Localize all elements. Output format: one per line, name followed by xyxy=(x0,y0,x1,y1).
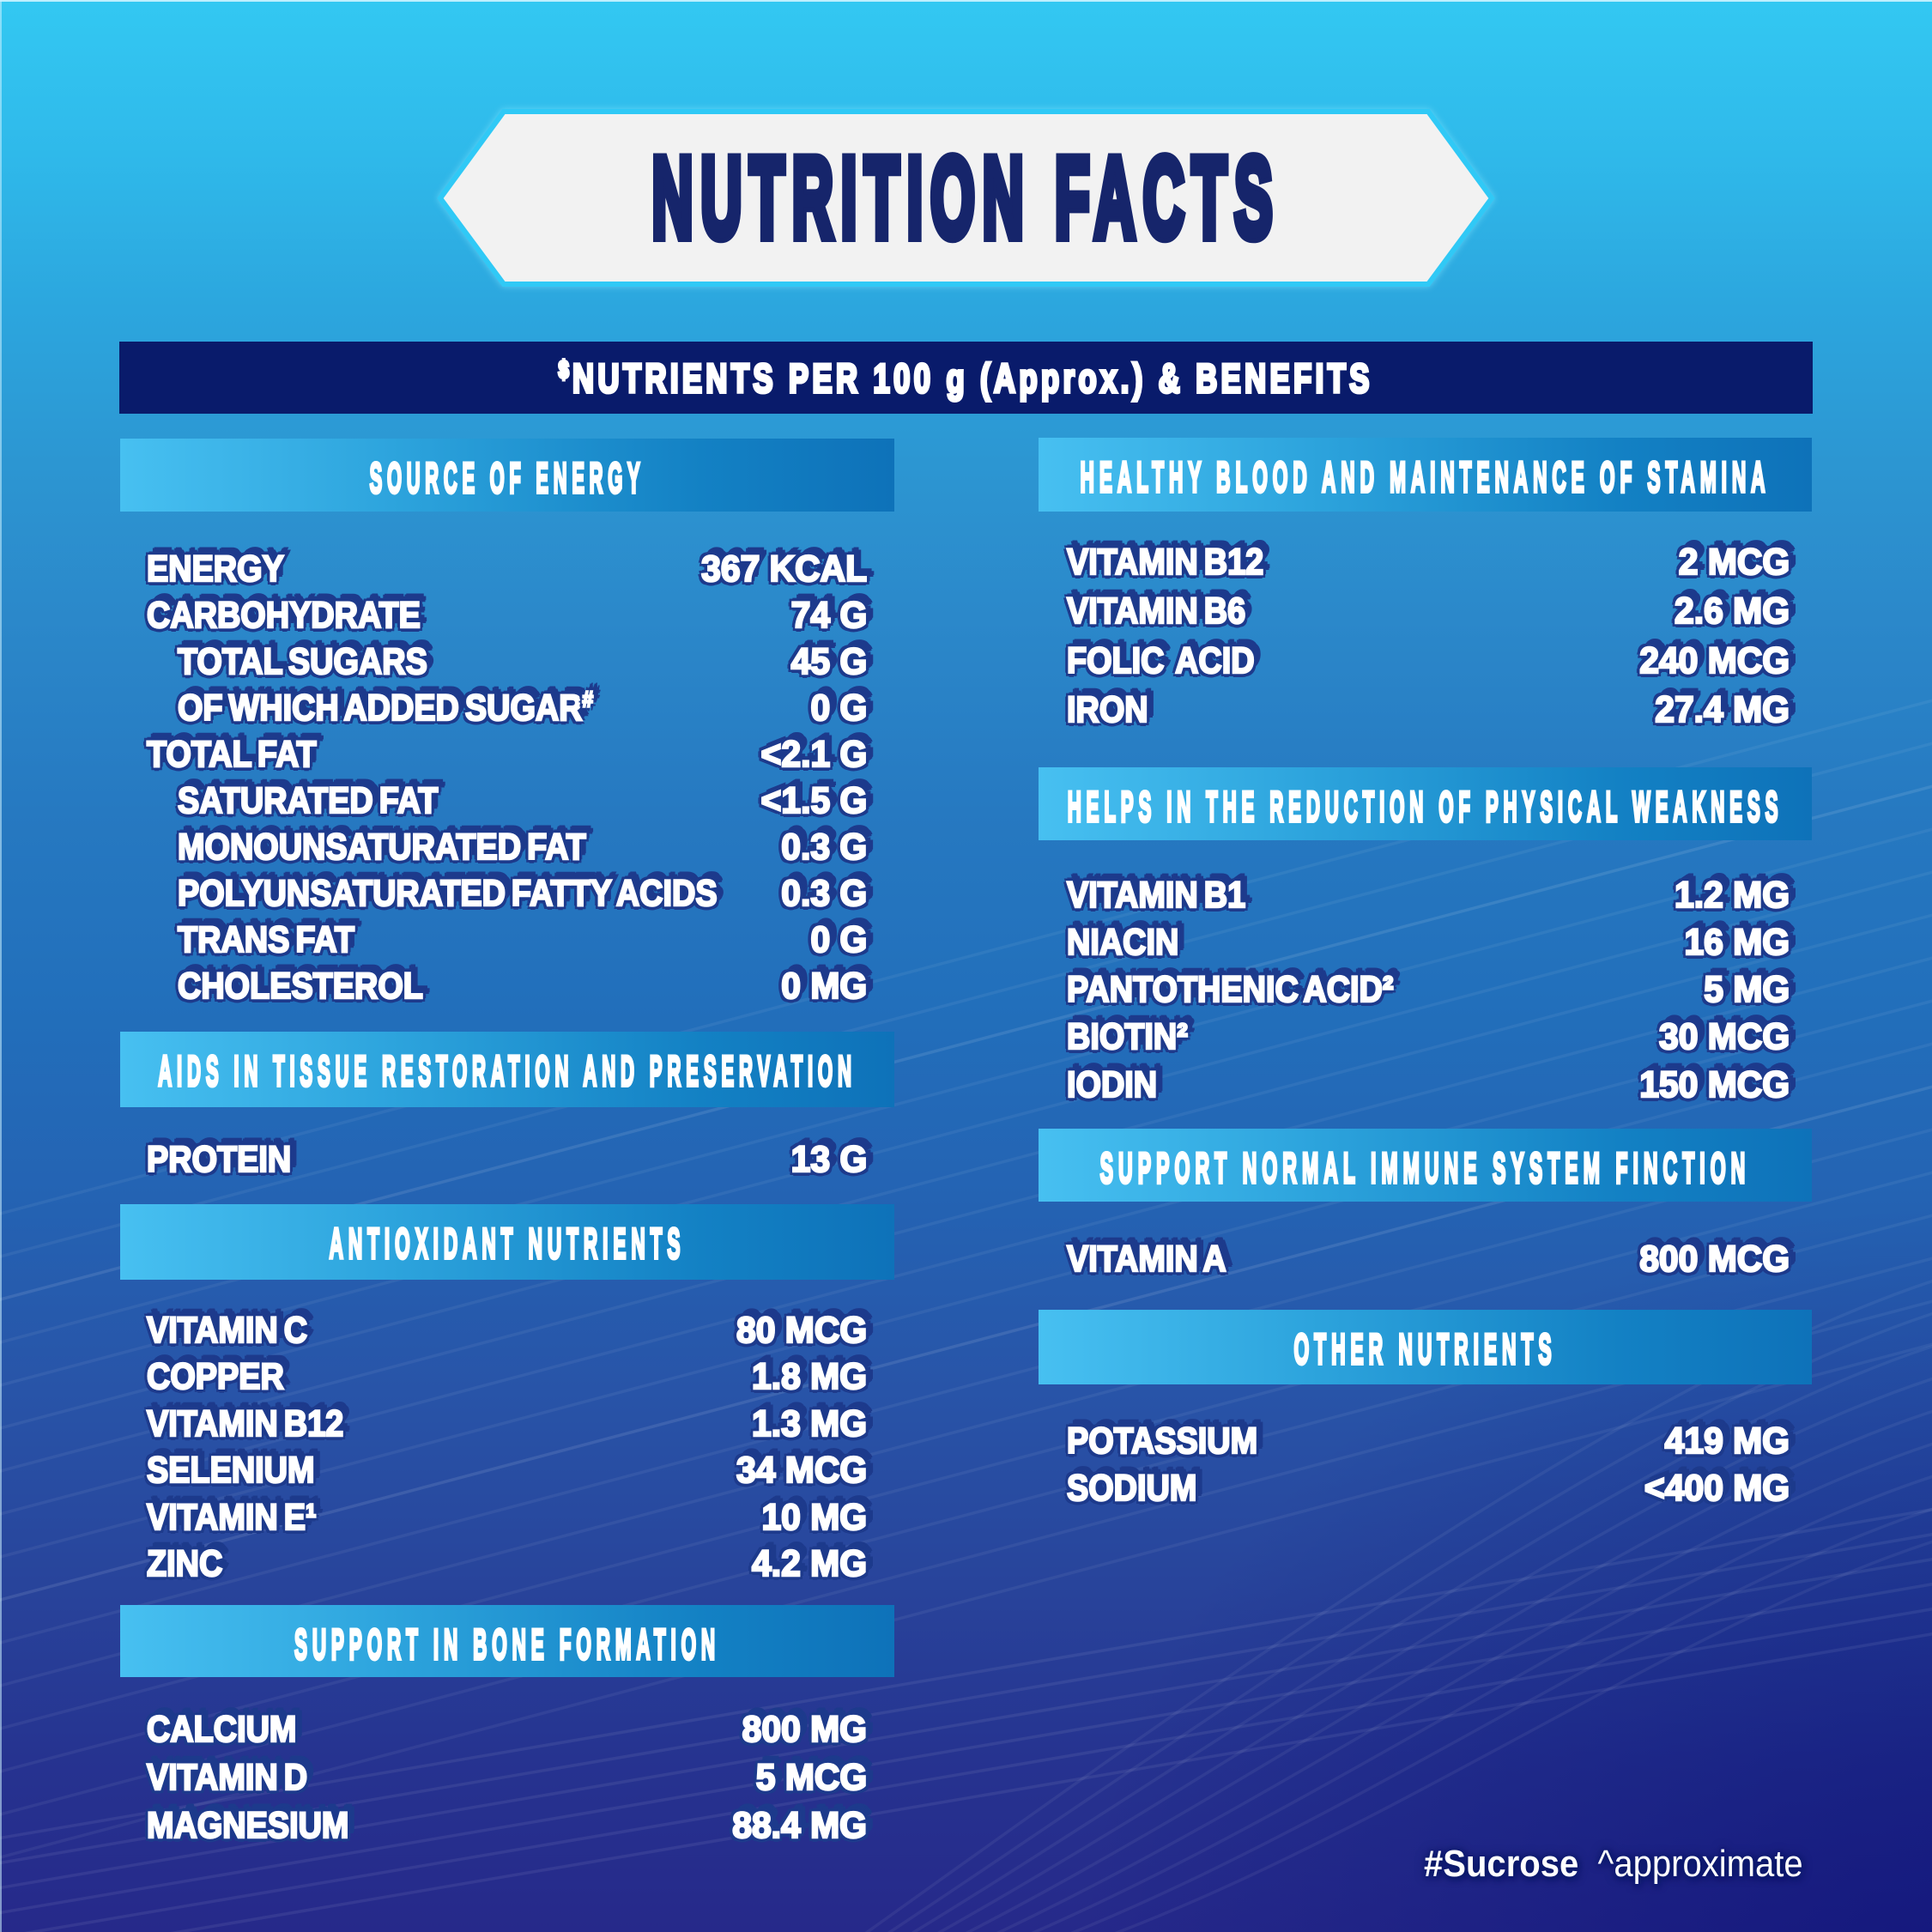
svg-text:NUTRITION FACTS: NUTRITION FACTS xyxy=(652,135,1281,262)
svg-text:SUPPORT IN BONE FORMATION: SUPPORT IN BONE FORMATION xyxy=(294,1621,720,1669)
svg-text:SOURCE OF ENERGY: SOURCE OF ENERGY xyxy=(370,455,645,503)
svg-text:SUPPORT NORMAL IMMUNE SYSTEM F: SUPPORT NORMAL IMMUNE SYSTEM FINCTION xyxy=(1100,1145,1751,1192)
svg-text:HEALTHY BLOOD AND MAINTENANCE: HEALTHY BLOOD AND MAINTENANCE OF STAMINA xyxy=(1081,454,1771,501)
svg-text:HELPS IN THE REDUCTION OF PHYS: HELPS IN THE REDUCTION OF PHYSICAL WEAKN… xyxy=(1068,784,1784,832)
svg-text:ANTIOXIDANT NUTRIENTS: ANTIOXIDANT NUTRIENTS xyxy=(330,1220,686,1268)
svg-text:AIDS IN TISSUE RESTORATION AND: AIDS IN TISSUE RESTORATION AND PRESERVAT… xyxy=(158,1048,857,1096)
svg-text:OTHER NUTRIENTS: OTHER NUTRIENTS xyxy=(1293,1326,1556,1373)
